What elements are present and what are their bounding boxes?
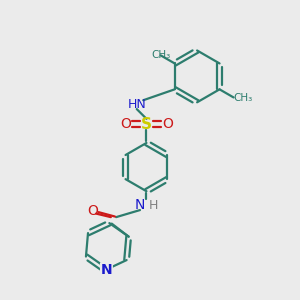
- Text: HN: HN: [128, 98, 146, 111]
- Text: O: O: [120, 117, 131, 131]
- Text: CH₃: CH₃: [234, 93, 253, 103]
- Text: N: N: [100, 263, 112, 277]
- Text: O: O: [87, 204, 98, 218]
- Text: H: H: [148, 199, 158, 212]
- Text: CH₃: CH₃: [151, 50, 170, 60]
- Text: S: S: [141, 117, 152, 132]
- Text: O: O: [162, 117, 173, 131]
- Text: N: N: [135, 198, 145, 212]
